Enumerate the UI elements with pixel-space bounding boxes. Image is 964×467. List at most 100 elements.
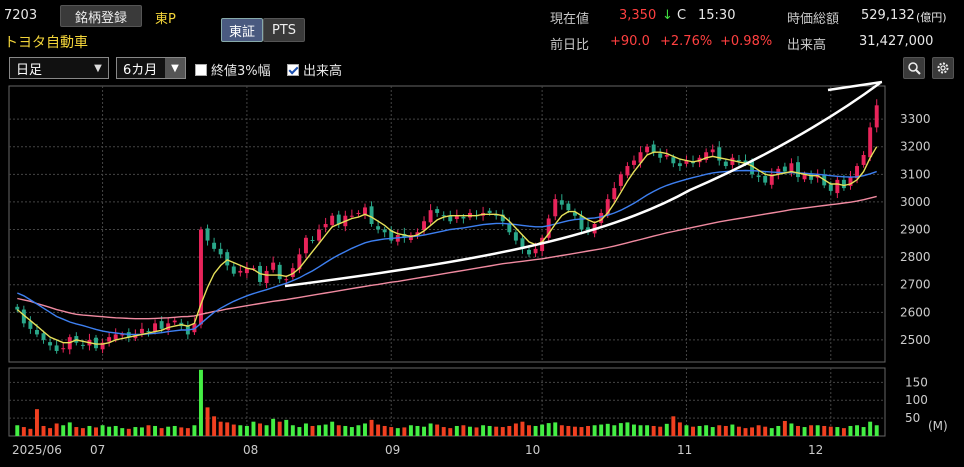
volume-bar	[658, 426, 663, 436]
candle-body	[415, 232, 420, 236]
volume-unit-label: (M)	[928, 419, 948, 433]
volume-bar	[185, 428, 190, 436]
candle-body	[618, 174, 623, 186]
volume-bar	[566, 425, 571, 436]
candle-body	[205, 228, 210, 241]
volume-bar	[330, 421, 335, 436]
chevron-down-icon: ▼	[94, 62, 102, 74]
candle-body	[743, 160, 748, 164]
volume-bar	[415, 425, 420, 436]
volume-bar	[422, 426, 427, 436]
volume-bar	[349, 427, 354, 436]
range-select[interactable]: 6カ月 ▼	[116, 57, 186, 79]
candle-body	[310, 240, 315, 242]
volume-bar	[625, 422, 630, 436]
checkbox-checked-icon[interactable]	[287, 63, 299, 76]
volume-bar	[231, 424, 236, 436]
volume-bar	[41, 425, 46, 436]
candle-body	[789, 163, 794, 173]
volume-bar	[61, 425, 66, 436]
price-tick-label: 3000	[900, 195, 931, 209]
volume-label: 出来高	[787, 38, 827, 53]
magnifier-icon[interactable]	[903, 57, 925, 79]
volume-checkbox[interactable]: 出来高	[287, 60, 342, 79]
gear-icon[interactable]	[932, 57, 954, 79]
period-select[interactable]: 日足 ▼	[9, 57, 109, 79]
candle-body	[336, 214, 341, 224]
volume-bar	[323, 424, 328, 436]
candle-body	[146, 331, 151, 333]
ma-short-line	[16, 146, 878, 345]
volume-bar	[769, 428, 774, 436]
candle-body	[487, 210, 492, 213]
volume-bar	[94, 427, 98, 436]
candle-body	[566, 203, 571, 211]
volume-bar	[87, 425, 92, 436]
candle-body	[572, 212, 577, 216]
price-tick-label: 2500	[900, 333, 931, 347]
volume-bar	[704, 425, 709, 436]
volume-bar	[15, 425, 20, 436]
candle-body	[199, 229, 203, 325]
candle-body	[303, 237, 308, 254]
candle-body	[632, 160, 636, 165]
close3-checkbox[interactable]: 終値3%幅	[195, 60, 271, 79]
volume-bar	[277, 421, 282, 436]
ma-long-line	[17, 195, 877, 320]
candle-body	[756, 175, 761, 178]
volume-bar	[212, 416, 217, 436]
price-tick-label: 2700	[900, 278, 931, 292]
volume-bar	[579, 427, 584, 436]
change-pct2: +0.98%	[720, 34, 773, 49]
trend-arrow-head	[827, 80, 883, 92]
price-time: 15:30	[698, 8, 736, 23]
candle-body	[579, 215, 584, 230]
tab-pts[interactable]: PTS	[263, 18, 305, 42]
candle-body	[172, 320, 177, 323]
candle-body	[527, 249, 531, 255]
candle-body	[664, 155, 669, 157]
volume-bar	[34, 409, 39, 436]
volume-bar	[48, 428, 53, 436]
volume-bar	[343, 425, 348, 436]
candle-body	[730, 157, 735, 165]
volume-bar	[461, 425, 466, 436]
x-tick-label: 09	[385, 443, 400, 457]
volume-bar	[756, 425, 761, 436]
candle-body	[28, 321, 33, 329]
checkbox-unchecked-icon[interactable]	[195, 63, 207, 76]
candle-body	[848, 177, 853, 186]
volume-tick-label: 50	[905, 411, 920, 425]
range-select-value: 6カ月	[123, 62, 158, 78]
volume-bar	[244, 425, 249, 436]
change-pct: +2.76%	[660, 34, 713, 49]
candle-body	[244, 268, 249, 274]
candle-body	[769, 174, 774, 185]
candle-body	[225, 252, 230, 266]
volume-bar	[153, 425, 158, 436]
volume-bar	[389, 427, 394, 436]
volume-bar	[126, 428, 131, 436]
volume-bar	[632, 424, 636, 436]
candle-body	[553, 199, 558, 217]
register-button[interactable]: 銘柄登録	[60, 5, 142, 27]
volume-bar	[874, 425, 879, 436]
x-tick-label: 10	[525, 443, 540, 457]
candle-body	[408, 235, 413, 241]
volume-bar	[697, 425, 702, 436]
price-value: 3,350	[619, 8, 657, 23]
volume-bar	[107, 426, 112, 436]
volume-bar	[736, 426, 741, 436]
candle-body	[651, 144, 656, 153]
volume-bar	[572, 426, 577, 436]
candle-body	[782, 166, 787, 172]
volume-bar	[146, 425, 151, 436]
volume-bar	[100, 425, 105, 436]
tab-tosho[interactable]: 東証	[221, 18, 263, 42]
candle-body	[612, 188, 617, 200]
volume-bar	[251, 421, 256, 436]
candle-body	[454, 215, 459, 220]
candle-body	[231, 266, 236, 274]
price-tick-label: 3200	[900, 140, 931, 154]
